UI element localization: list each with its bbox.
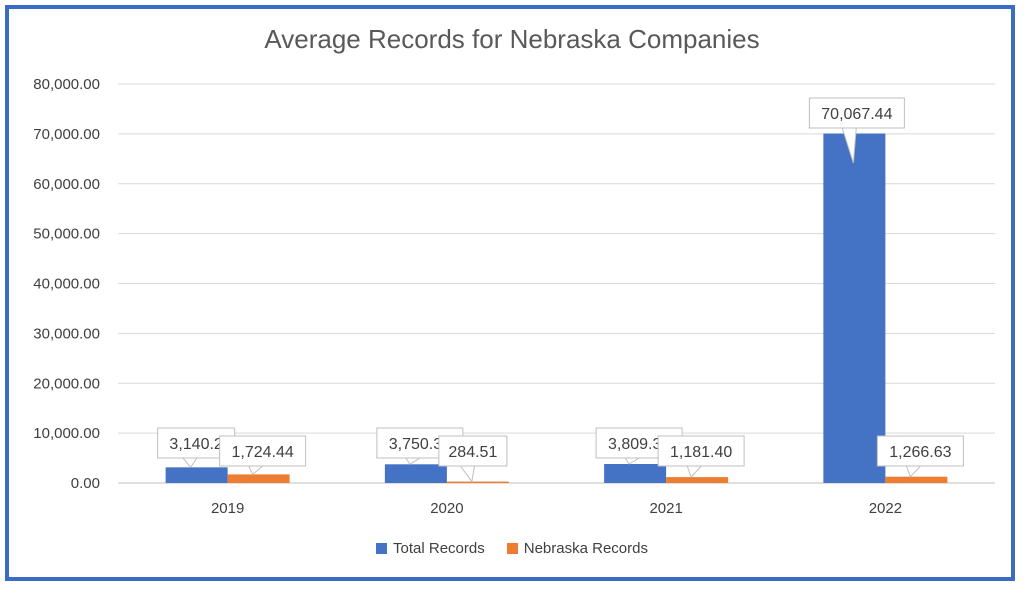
bar-nebraska-records: [666, 477, 729, 483]
chart-legend: Total Records Nebraska Records: [0, 540, 1024, 557]
callout-pointer: [405, 457, 422, 465]
data-label: 3,140.2: [169, 436, 222, 453]
y-tick-label: 70,000.00: [33, 126, 100, 143]
legend-swatch-total-records: [376, 543, 388, 554]
y-tick-label: 20,000.00: [33, 375, 100, 392]
bar-nebraska-records: [885, 476, 948, 483]
callout-pointer: [247, 465, 265, 476]
data-label: 3,750.31: [389, 436, 451, 453]
data-label-total-records: 70,067.44: [808, 97, 905, 164]
legend-label-nebraska-records: Nebraska Records: [523, 540, 648, 557]
bar-total-records: [823, 133, 886, 484]
data-label-nebraska-records: 1,266.63: [876, 435, 964, 478]
bar-total-records: [384, 464, 447, 483]
callout-pointer: [624, 457, 642, 465]
x-tick-label: 2020: [430, 500, 463, 517]
data-label: 3,809.31: [608, 436, 670, 453]
callout-pointer: [181, 457, 198, 469]
callout-pointer: [459, 465, 476, 483]
bar-total-records: [165, 467, 228, 483]
legend-item-nebraska-records: Nebraska Records: [506, 540, 648, 557]
data-label: 70,067.44: [821, 106, 892, 123]
callout-box: [876, 435, 964, 467]
callout-box: [657, 435, 745, 467]
callout-pointer: [905, 465, 922, 478]
data-label: 1,181.40: [670, 444, 732, 461]
data-label-nebraska-records: 1,724.44: [219, 435, 307, 476]
legend-label-total-records: Total Records: [393, 540, 485, 557]
y-tick-label: 50,000.00: [33, 226, 100, 243]
data-label-nebraska-records: 284.51: [438, 435, 508, 483]
x-tick-label: 2019: [211, 500, 244, 517]
y-tick-label: 40,000.00: [33, 276, 100, 293]
data-label-nebraska-records: 1,181.40: [657, 435, 745, 479]
chart-title: Average Records for Nebraska Companies: [264, 24, 760, 54]
callout-box: [808, 97, 905, 129]
y-tick-label: 0.00: [71, 475, 100, 492]
callout-pointer: [686, 465, 703, 479]
bar-total-records: [604, 464, 667, 483]
x-tick-label: 2022: [869, 500, 902, 517]
data-label: 284.51: [448, 444, 497, 461]
data-label: 1,266.63: [889, 444, 951, 461]
callout-box: [438, 435, 508, 467]
y-tick-label: 10,000.00: [33, 425, 100, 442]
y-tick-label: 30,000.00: [33, 325, 100, 342]
y-tick-label: 60,000.00: [33, 176, 100, 193]
legend-item-total-records: Total Records: [376, 540, 485, 557]
bar-nebraska-records: [446, 481, 509, 483]
legend-swatch-nebraska-records: [506, 543, 518, 554]
data-label: 1,724.44: [231, 444, 293, 461]
callout-box: [219, 435, 307, 467]
y-tick-label: 80,000.00: [33, 76, 100, 93]
bar-nebraska-records: [227, 474, 290, 483]
x-tick-label: 2021: [649, 500, 682, 517]
